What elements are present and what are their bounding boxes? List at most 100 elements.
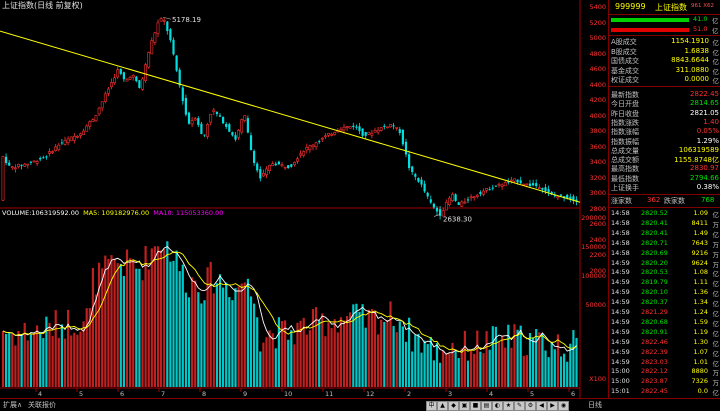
candle-body [135, 76, 138, 82]
candle-body [292, 162, 296, 166]
candle-body [261, 172, 265, 177]
candle-body [131, 75, 135, 78]
tick-row[interactable]: 14:59 2821.29 1.24 亿 [609, 308, 720, 318]
row-label: 最高指数 [611, 165, 639, 174]
tick-row[interactable]: 14:59 2819.79 1.11 亿 [609, 278, 720, 288]
volume-bar [411, 351, 414, 387]
kline-chart[interactable]: 5178.19 2638.30 4 5 6 7 8 9 10 11 12 2 3 4 5 6 [0, 0, 608, 398]
volume-bar [1, 330, 5, 387]
volume-bar [293, 344, 296, 387]
volume-bar [135, 268, 138, 387]
tick-row[interactable]: 14:59 2820.68 1.59 亿 [609, 318, 720, 328]
volume-bar [510, 347, 513, 387]
row-value: 1.40 [703, 117, 719, 126]
candle-body [39, 157, 42, 160]
candle-body [181, 87, 184, 102]
candle-body [138, 80, 141, 88]
volume-bar [435, 343, 439, 387]
candle-body [5, 156, 8, 163]
tick-row[interactable]: 15:01 2822.45 0.0 亿 [609, 387, 720, 397]
date-tick-label: 10 [284, 390, 292, 398]
volume-bar [364, 327, 367, 387]
volume-bar [463, 330, 466, 387]
volume-bar [414, 334, 417, 387]
price-tick-label: 2400 [589, 235, 606, 244]
divider [609, 14, 720, 15]
tick-row[interactable]: 14:59 2820.20 9624 万 [609, 259, 720, 269]
price-tick-label: 2200 [589, 251, 606, 259]
candle-body [537, 187, 541, 190]
candle-body [82, 130, 86, 135]
tick-row[interactable]: 14:59 2822.46 1.30 亿 [609, 338, 720, 348]
tick-unit: 亿 [712, 310, 720, 318]
candle-body [125, 78, 129, 82]
volume-bar [473, 353, 476, 387]
tick-row[interactable]: 14:58 2820.41 8411 万 [609, 219, 720, 229]
volume-bar [67, 309, 70, 387]
volume-ma10-line [2, 251, 577, 353]
volume-bar [330, 328, 333, 387]
candle-body [491, 187, 494, 189]
candle-body [314, 142, 318, 147]
volume-bar [429, 336, 432, 387]
tick-row[interactable]: 14:59 2820.37 1.34 亿 [609, 298, 720, 309]
candle-body [94, 115, 98, 122]
candle-body [479, 192, 482, 195]
tab-related-quotes[interactable]: 关联报价 [28, 401, 56, 409]
tick-row[interactable]: 14:58 2820.71 7643 万 [609, 238, 720, 249]
candle-body [156, 22, 160, 34]
volume-bar [20, 334, 23, 387]
tick-row[interactable]: 14:58 2820.52 1.09 亿 [609, 209, 720, 219]
candle-body [569, 196, 572, 200]
volume-bar [497, 341, 501, 387]
candle-body [116, 69, 120, 78]
stock-code[interactable]: 999999 [615, 2, 646, 11]
volume-bar [122, 275, 125, 387]
tick-row[interactable]: 15:00 2823.87 7326 万 [609, 377, 720, 387]
volume-bar [373, 310, 377, 387]
candle-body [320, 137, 324, 140]
tick-row[interactable]: 14:59 2822.39 1.07 亿 [609, 348, 720, 358]
volume-bar [513, 324, 516, 387]
tick-time: 14:59 [611, 308, 630, 316]
candle-body [91, 119, 95, 123]
period-label[interactable]: 日线 [588, 401, 602, 409]
candle-body [283, 166, 287, 169]
tick-volume: 7643 [691, 238, 708, 247]
volume-bar [392, 326, 395, 387]
tick-row[interactable]: 14:58 2820.41 1.49 亿 [609, 229, 720, 239]
candle-body [72, 136, 76, 141]
tick-unit: 亿 [712, 300, 720, 309]
tab-extend[interactable]: 扩展∧ [3, 401, 23, 409]
panel-header: 999999 上证指数 961 X62 [609, 2, 720, 14]
volume-bar [277, 317, 280, 387]
tick-volume: 1.19 [693, 327, 708, 336]
volume-bar [318, 320, 321, 387]
volume-bar [119, 263, 122, 387]
candle-body [364, 132, 367, 136]
candle-body [100, 101, 104, 109]
candle-body [463, 201, 467, 204]
volume-header: VOLUME:106319592.00 MA5: 109182976.00 MA… [2, 209, 223, 217]
volume-bar [559, 356, 563, 387]
tick-row[interactable]: 14:59 2820.53 1.08 亿 [609, 268, 720, 278]
volume-bar [184, 292, 187, 387]
ma5-value: MA5: 109182976.00 [83, 209, 150, 217]
down-count-value: 768 [701, 196, 715, 204]
tick-row[interactable]: 14:59 2820.10 1.36 亿 [609, 288, 720, 298]
candle-body [162, 19, 166, 22]
volume-bar [324, 336, 327, 387]
tick-row[interactable]: 14:59 2820.91 1.19 亿 [609, 327, 720, 338]
tick-row[interactable]: 14:59 2823.03 1.01 亿 [609, 358, 720, 368]
volume-bar [383, 321, 386, 387]
volume-bar [315, 307, 318, 387]
tick-row[interactable]: 15:00 2822.12 8880 万 [609, 367, 720, 377]
row-value: 1.6838 [684, 46, 710, 55]
row-label: 最低指数 [611, 174, 639, 183]
volume-bar [355, 303, 358, 387]
tick-row[interactable]: 14:58 2820.69 9216 万 [609, 249, 720, 259]
row-label: 基金成交 [611, 66, 639, 75]
stock-name[interactable]: 上证指数 [655, 3, 687, 12]
volume-bar [442, 350, 445, 387]
candle-body [439, 209, 442, 216]
